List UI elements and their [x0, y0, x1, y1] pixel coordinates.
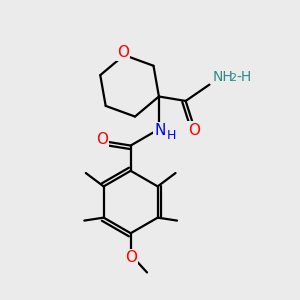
Text: O: O: [189, 123, 201, 138]
Text: 2: 2: [230, 73, 236, 83]
Text: H: H: [167, 129, 177, 142]
Text: O: O: [125, 250, 137, 265]
Text: -H: -H: [236, 70, 251, 84]
Text: N: N: [154, 123, 166, 138]
Text: O: O: [96, 131, 108, 146]
Text: NH: NH: [213, 70, 234, 84]
Text: O: O: [117, 45, 129, 60]
